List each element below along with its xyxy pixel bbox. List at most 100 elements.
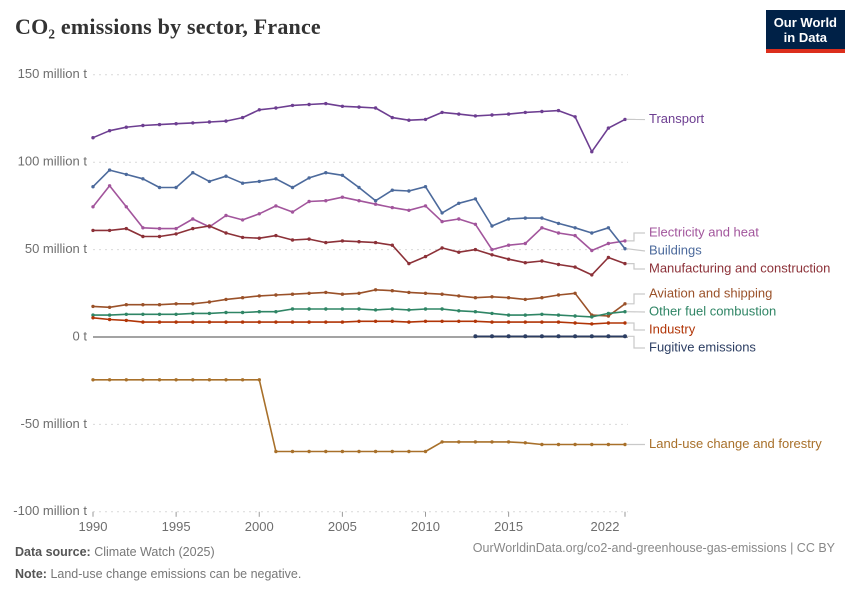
data-point[interactable]: [523, 297, 527, 302]
data-point[interactable]: [307, 176, 311, 180]
data-point[interactable]: [556, 221, 561, 226]
data-point[interactable]: [623, 302, 627, 306]
data-point[interactable]: [590, 322, 594, 326]
data-point[interactable]: [324, 320, 328, 324]
data-point[interactable]: [141, 123, 145, 128]
data-point[interactable]: [91, 304, 95, 309]
data-point[interactable]: [540, 320, 544, 324]
data-point[interactable]: [523, 313, 527, 317]
data-point[interactable]: [440, 246, 444, 250]
data-point[interactable]: [107, 129, 112, 133]
data-point[interactable]: [506, 334, 511, 339]
data-point[interactable]: [157, 378, 162, 382]
data-point[interactable]: [473, 310, 478, 314]
data-point[interactable]: [91, 185, 95, 189]
data-point[interactable]: [490, 224, 494, 228]
data-point[interactable]: [573, 334, 578, 339]
data-point[interactable]: [290, 185, 295, 190]
data-point[interactable]: [157, 312, 162, 316]
data-point[interactable]: [573, 314, 577, 318]
series-aviation-and-shipping[interactable]: [91, 288, 627, 318]
data-point[interactable]: [407, 449, 411, 454]
data-point[interactable]: [473, 440, 478, 444]
data-point[interactable]: [390, 243, 394, 247]
data-point[interactable]: [340, 195, 345, 199]
data-point[interactable]: [440, 440, 444, 444]
data-point[interactable]: [423, 117, 428, 122]
data-point[interactable]: [107, 317, 112, 322]
data-point[interactable]: [257, 378, 261, 382]
data-point[interactable]: [506, 296, 511, 300]
data-point[interactable]: [124, 378, 128, 382]
data-point[interactable]: [141, 177, 145, 181]
data-point[interactable]: [107, 378, 112, 382]
data-point[interactable]: [307, 320, 311, 324]
data-point[interactable]: [174, 302, 178, 306]
data-point[interactable]: [157, 226, 162, 231]
data-point[interactable]: [224, 297, 228, 302]
data-point[interactable]: [373, 202, 378, 206]
data-point[interactable]: [407, 308, 411, 312]
data-point[interactable]: [324, 449, 328, 454]
data-point[interactable]: [224, 320, 228, 324]
data-point[interactable]: [539, 334, 544, 339]
data-point[interactable]: [324, 240, 328, 245]
data-point[interactable]: [240, 296, 245, 300]
data-point[interactable]: [556, 442, 561, 447]
data-point[interactable]: [124, 303, 128, 307]
series-electricity-and-heat[interactable]: [91, 184, 627, 253]
data-point[interactable]: [490, 440, 494, 444]
data-point[interactable]: [290, 210, 295, 214]
data-point[interactable]: [590, 315, 594, 319]
data-point[interactable]: [506, 313, 511, 317]
data-point[interactable]: [423, 449, 428, 454]
attribution-link[interactable]: OurWorldinData.org/co2-and-greenhouse-ga…: [472, 541, 835, 555]
data-point[interactable]: [340, 239, 345, 243]
data-point[interactable]: [357, 449, 361, 454]
data-point[interactable]: [623, 321, 627, 325]
data-point[interactable]: [523, 110, 527, 115]
data-point[interactable]: [440, 110, 444, 115]
data-point[interactable]: [373, 199, 378, 203]
data-point[interactable]: [257, 108, 261, 112]
data-point[interactable]: [440, 307, 444, 311]
data-point[interactable]: [191, 217, 195, 221]
data-point[interactable]: [440, 319, 444, 323]
data-point[interactable]: [490, 295, 494, 299]
data-point[interactable]: [340, 292, 345, 296]
data-point[interactable]: [490, 320, 494, 324]
data-point[interactable]: [457, 217, 461, 221]
data-point[interactable]: [473, 114, 478, 118]
legend-label-fugitive-emissions[interactable]: Fugitive emissions: [649, 339, 756, 354]
data-point[interactable]: [324, 101, 328, 106]
data-point[interactable]: [191, 171, 195, 175]
data-point[interactable]: [324, 290, 328, 295]
data-point[interactable]: [324, 171, 328, 175]
series-transport[interactable]: [91, 101, 627, 154]
data-point[interactable]: [623, 261, 627, 266]
data-point[interactable]: [440, 219, 444, 224]
data-point[interactable]: [606, 226, 611, 230]
data-point[interactable]: [157, 185, 162, 190]
data-point[interactable]: [274, 204, 278, 208]
data-point[interactable]: [523, 241, 527, 246]
data-point[interactable]: [240, 181, 245, 185]
data-point[interactable]: [473, 197, 478, 201]
data-point[interactable]: [440, 211, 444, 215]
data-point[interactable]: [590, 442, 594, 447]
data-point[interactable]: [224, 174, 228, 178]
data-point[interactable]: [373, 240, 378, 245]
data-point[interactable]: [423, 185, 428, 189]
data-point[interactable]: [240, 320, 245, 324]
data-point[interactable]: [340, 104, 345, 109]
data-point[interactable]: [540, 109, 544, 114]
data-point[interactable]: [623, 247, 627, 251]
data-point[interactable]: [240, 235, 245, 240]
data-point[interactable]: [423, 254, 428, 259]
series-line-buildings[interactable]: [92, 169, 626, 250]
data-point[interactable]: [141, 312, 145, 316]
data-point[interactable]: [357, 307, 361, 311]
data-point[interactable]: [107, 168, 112, 172]
data-point[interactable]: [207, 224, 212, 228]
data-point[interactable]: [207, 120, 212, 124]
